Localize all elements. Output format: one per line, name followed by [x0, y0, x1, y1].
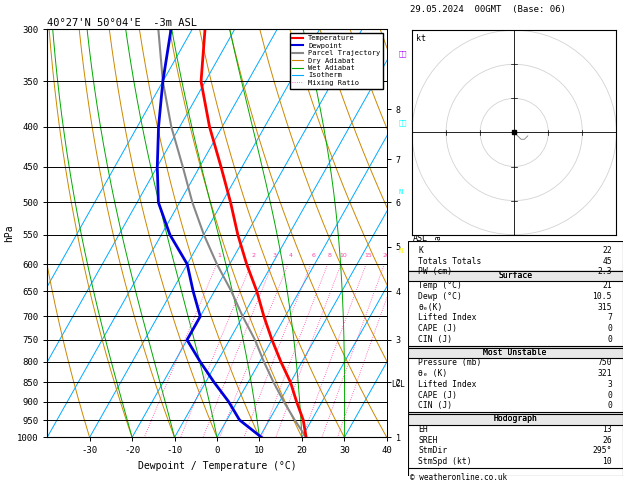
Text: 26: 26: [602, 435, 612, 445]
Text: 2: 2: [252, 254, 255, 259]
Text: Temp (°C): Temp (°C): [418, 281, 462, 290]
Text: 0: 0: [607, 401, 612, 410]
Text: Lifted Index: Lifted Index: [418, 380, 477, 389]
Text: 0: 0: [607, 324, 612, 333]
Text: Hodograph: Hodograph: [493, 414, 537, 423]
Text: 15: 15: [364, 254, 372, 259]
Y-axis label: Mixing Ratio (g/kg): Mixing Ratio (g/kg): [434, 190, 443, 277]
Text: 3: 3: [607, 380, 612, 389]
Text: 0: 0: [607, 335, 612, 344]
Text: Surface: Surface: [498, 271, 532, 279]
Text: 295°: 295°: [593, 446, 612, 455]
Text: StmSpd (kt): StmSpd (kt): [418, 457, 472, 466]
X-axis label: Dewpoint / Temperature (°C): Dewpoint / Temperature (°C): [138, 461, 296, 471]
Y-axis label: hPa: hPa: [4, 225, 14, 242]
Text: 321: 321: [598, 369, 612, 378]
Text: N: N: [398, 190, 403, 195]
Text: 10: 10: [339, 254, 347, 259]
Text: ⥣⥣: ⥣⥣: [398, 119, 407, 125]
Text: SREH: SREH: [418, 435, 438, 445]
Text: Lifted Index: Lifted Index: [418, 313, 477, 322]
Text: Hodograph: Hodograph: [493, 414, 537, 423]
Text: StmDir: StmDir: [418, 446, 448, 455]
Text: LCL: LCL: [391, 380, 405, 389]
Text: 2.3: 2.3: [598, 267, 612, 277]
Text: CAPE (J): CAPE (J): [418, 391, 457, 399]
Text: N: N: [398, 248, 403, 254]
Legend: Temperature, Dewpoint, Parcel Trajectory, Dry Adiabat, Wet Adiabat, Isotherm, Mi: Temperature, Dewpoint, Parcel Trajectory…: [289, 33, 383, 88]
Text: 6: 6: [311, 254, 315, 259]
Text: EH: EH: [418, 425, 428, 434]
Text: 29.05.2024  00GMT  (Base: 06): 29.05.2024 00GMT (Base: 06): [410, 5, 566, 14]
Text: θₑ(K): θₑ(K): [418, 303, 443, 312]
Text: 20: 20: [382, 254, 391, 259]
Text: kt: kt: [416, 35, 426, 43]
Text: 315: 315: [598, 303, 612, 312]
Text: CIN (J): CIN (J): [418, 335, 452, 344]
Text: 0: 0: [607, 391, 612, 399]
Text: Dewp (°C): Dewp (°C): [418, 292, 462, 301]
Text: ⥣⥣: ⥣⥣: [398, 51, 407, 57]
Text: 13: 13: [602, 425, 612, 434]
Bar: [408, 271, 623, 346]
Bar: [408, 414, 623, 468]
Text: Totals Totals: Totals Totals: [418, 257, 482, 266]
Bar: [408, 271, 623, 281]
Text: © weatheronline.co.uk: © weatheronline.co.uk: [410, 473, 507, 482]
Text: 40°27'N 50°04'E  -3m ASL: 40°27'N 50°04'E -3m ASL: [47, 18, 197, 28]
Bar: [408, 414, 623, 425]
Text: 22: 22: [602, 246, 612, 255]
Text: CAPE (J): CAPE (J): [418, 324, 457, 333]
Text: 7: 7: [607, 313, 612, 322]
Text: 45: 45: [602, 257, 612, 266]
Text: 21: 21: [602, 281, 612, 290]
Text: Surface: Surface: [498, 271, 532, 279]
Text: 10.5: 10.5: [593, 292, 612, 301]
Bar: [408, 271, 623, 281]
Text: PW (cm): PW (cm): [418, 267, 452, 277]
Bar: [408, 347, 623, 358]
Text: Pressure (mb): Pressure (mb): [418, 358, 482, 367]
Text: 1: 1: [217, 254, 221, 259]
Text: Most Unstable: Most Unstable: [484, 347, 547, 357]
Bar: [408, 414, 623, 425]
Text: 8: 8: [328, 254, 332, 259]
Text: 10: 10: [602, 457, 612, 466]
Text: 4: 4: [288, 254, 292, 259]
Text: CIN (J): CIN (J): [418, 401, 452, 410]
Text: θₑ (K): θₑ (K): [418, 369, 448, 378]
Bar: [408, 347, 623, 412]
Text: 3: 3: [273, 254, 277, 259]
Y-axis label: km
ASL: km ASL: [413, 224, 428, 243]
Text: K: K: [418, 246, 423, 255]
Text: 750: 750: [598, 358, 612, 367]
Bar: [408, 347, 623, 358]
Text: Most Unstable: Most Unstable: [484, 347, 547, 357]
